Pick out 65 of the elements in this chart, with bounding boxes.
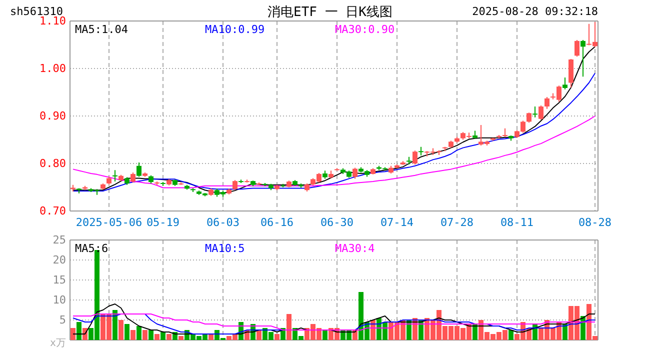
y-tick-label: 0.80	[40, 157, 66, 170]
y-tick-label: 5	[59, 314, 66, 327]
bar	[472, 324, 478, 340]
bar	[118, 320, 124, 340]
candlestick	[562, 77, 568, 90]
y-axis-title: x万	[50, 338, 66, 349]
bar	[154, 334, 160, 340]
x-tick-label: 2025-05-06	[76, 216, 142, 229]
candlestick	[538, 105, 544, 120]
y-tick-label: 0.90	[40, 110, 66, 123]
y-tick-label: 10	[52, 294, 66, 307]
y-tick-label: 20	[52, 254, 66, 267]
y-tick-label: 1.00	[40, 62, 66, 76]
candlestick	[544, 96, 550, 110]
x-tick-label: 05-19	[146, 216, 180, 229]
bar	[322, 330, 328, 340]
bar	[160, 332, 166, 340]
candlestick	[136, 162, 142, 178]
candlestick	[130, 172, 136, 183]
bar	[508, 330, 514, 340]
y-tick-label: 15	[52, 274, 66, 287]
y-tick-label: 25	[52, 234, 66, 247]
line-series	[72, 116, 596, 188]
bar	[76, 322, 82, 340]
text: MA30:4	[335, 242, 376, 255]
text: MA5:6	[75, 242, 108, 255]
bar	[208, 334, 214, 340]
bar	[286, 314, 292, 340]
candlestick	[568, 58, 574, 88]
bar	[130, 330, 136, 340]
candlestick	[580, 40, 586, 78]
bar	[112, 310, 118, 340]
candlestick	[352, 167, 358, 180]
text: MA10:5	[205, 242, 245, 255]
candlestick	[232, 180, 238, 191]
bar	[148, 330, 154, 340]
text: MA30:0.90	[335, 23, 395, 36]
x-tick-label: 08-28	[578, 216, 612, 229]
text: MA5:1.04	[75, 23, 128, 36]
text: 2025-08-28 09:32:18	[472, 5, 598, 18]
chart-title: 消电ETF 一 日K线图	[268, 5, 392, 20]
bar	[562, 324, 568, 340]
y-tick-label: 0.70	[40, 204, 66, 218]
x-tick-label: 07-28	[440, 216, 474, 229]
line-series	[72, 314, 596, 330]
candlestick	[526, 112, 532, 124]
text: MA10:0.99	[205, 23, 265, 36]
candlestick	[412, 150, 418, 165]
candlestick	[574, 40, 580, 58]
y-tick-label: 1.10	[40, 14, 66, 28]
x-tick-label: 07-14	[380, 216, 414, 229]
x-tick-label: 08-11	[500, 216, 534, 229]
candlestick	[532, 106, 538, 118]
candlestick	[112, 170, 118, 182]
bar	[142, 330, 148, 340]
bar	[256, 330, 262, 340]
bar	[178, 336, 184, 340]
bar	[166, 334, 172, 340]
bar	[70, 328, 76, 340]
bar	[136, 326, 142, 340]
bar	[124, 324, 130, 340]
bar	[274, 334, 280, 340]
x-tick-label: 06-16	[260, 216, 294, 229]
x-tick-label: 06-03	[206, 216, 240, 229]
x-tick-label: 06-30	[320, 216, 354, 229]
